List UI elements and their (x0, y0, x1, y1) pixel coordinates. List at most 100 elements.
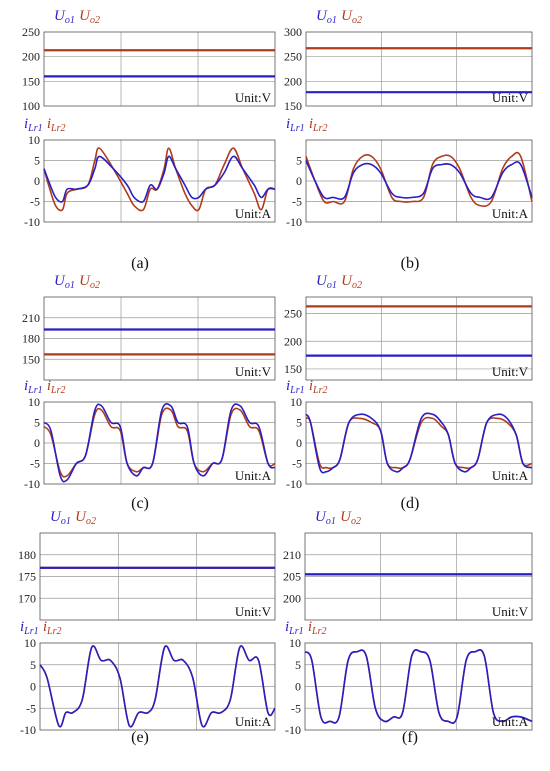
legend-symbol-2: i (47, 116, 51, 132)
unit-label: Unit:V (492, 604, 529, 619)
legend-subscript-2: o2 (351, 516, 361, 527)
legend-symbol-2: i (43, 619, 47, 635)
legend-symbol-1: i (24, 378, 28, 394)
tick-label: 0 (30, 680, 36, 694)
tick-label: -10 (24, 215, 40, 229)
legend-symbol-1: i (285, 619, 289, 635)
panel-caption-b: (b) (401, 255, 420, 272)
tick-label: -5 (292, 457, 302, 471)
legend-symbol-2: U (341, 8, 353, 24)
legend-current-c: iLr1 iLr2 (24, 378, 66, 396)
series-line-0 (305, 160, 533, 201)
legend-symbol-1: i (20, 619, 24, 635)
plot-frame (305, 296, 533, 381)
tick-label: -10 (285, 723, 301, 737)
tick-label: 210 (283, 548, 301, 562)
tick-label: 180 (18, 548, 36, 562)
tick-label: 5 (296, 154, 302, 168)
legend-current-a: iLr1 iLr2 (24, 116, 66, 134)
tick-label: 200 (283, 591, 301, 605)
legend-subscript-1: Lr1 (23, 626, 38, 637)
current-plot-b: -10 -5 0 5 Unit:A (286, 139, 533, 229)
tick-label: 0 (296, 436, 302, 450)
tick-label: 10 (289, 636, 301, 650)
legend-symbol-2: U (75, 509, 87, 525)
series-line-0 (43, 155, 276, 203)
legend-voltage-b: Uo1 Uo2 (316, 8, 362, 26)
legend-symbol-2: i (309, 378, 313, 394)
legend-voltage-a: Uo1 Uo2 (54, 8, 100, 26)
voltage-plot-a: 100 150 200 250 Unit:V (22, 25, 276, 113)
tick-label: -5 (30, 457, 40, 471)
tick-label: 10 (24, 636, 36, 650)
plot-frame (304, 532, 533, 621)
unit-label: Unit:A (235, 714, 272, 729)
plot-frame (39, 532, 276, 621)
unit-label: Unit:A (235, 468, 272, 483)
legend-symbol-2: U (79, 8, 91, 24)
legend-subscript-2: o2 (352, 280, 362, 291)
legend-subscript-2: Lr2 (311, 626, 326, 637)
legend-symbol-1: U (54, 8, 66, 24)
plot-frame (305, 401, 533, 485)
current-plot-c: -10 -5 0 5 10 Unit:A (24, 395, 276, 491)
tick-label: 210 (22, 311, 40, 325)
legend-subscript-1: Lr1 (289, 123, 304, 134)
legend-symbol-2: U (79, 273, 91, 289)
legend-subscript-2: o2 (90, 280, 100, 291)
tick-label: -5 (291, 701, 301, 715)
legend-subscript-2: o2 (86, 516, 96, 527)
unit-label: Unit:A (492, 714, 529, 729)
tick-label: -5 (26, 701, 36, 715)
panel-caption-e: (e) (131, 729, 149, 746)
legend-subscript-1: o1 (326, 516, 336, 527)
current-plot-e: -10 -5 0 5 10 Unit:A (20, 636, 276, 737)
unit-label: Unit:V (235, 604, 272, 619)
voltage-plot-c: 150 180 210 Unit:V (22, 296, 276, 381)
current-plot-a: -10 -5 0 5 10 Unit:A (24, 133, 276, 229)
tick-label: 10 (28, 133, 40, 147)
tick-label: -5 (30, 195, 40, 209)
unit-label: Unit:V (492, 364, 529, 379)
legend-voltage-d: Uo1 Uo2 (316, 273, 362, 291)
legend-voltage-e: Uo1 Uo2 (50, 509, 96, 527)
legend-symbol-1: U (50, 509, 62, 525)
series-line-1 (305, 151, 533, 208)
legend-current-f: iLr1 iLr2 (285, 619, 327, 637)
legend-subscript-1: o1 (327, 15, 337, 26)
unit-label: Unit:A (235, 206, 272, 221)
series-line-0 (39, 645, 276, 728)
legend-current-e: iLr1 iLr2 (20, 619, 62, 637)
plot-frame (39, 642, 276, 731)
unit-label: Unit:V (235, 90, 272, 105)
tick-label: -10 (286, 215, 302, 229)
legend-subscript-2: o2 (90, 15, 100, 26)
legend-symbol-1: i (24, 116, 28, 132)
tick-label: -10 (286, 477, 302, 491)
legend-subscript-2: Lr2 (50, 385, 65, 396)
legend-symbol-2: i (308, 619, 312, 635)
legend-symbol-2: i (309, 116, 313, 132)
unit-label: Unit:V (492, 90, 529, 105)
series-line-0 (305, 412, 533, 474)
legend-symbol-2: U (341, 273, 353, 289)
legend-subscript-1: Lr1 (288, 626, 303, 637)
tick-label: 0 (296, 174, 302, 188)
plot-frame (305, 139, 533, 223)
unit-label: Unit:A (492, 206, 529, 221)
plot-frame (43, 139, 276, 223)
legend-voltage-c: Uo1 Uo2 (54, 273, 100, 291)
series-line-0 (304, 649, 533, 724)
plot-frame (43, 296, 276, 381)
legend-subscript-1: o1 (65, 15, 75, 26)
tick-label: 150 (22, 74, 40, 88)
unit-label: Unit:V (235, 364, 272, 379)
legend-subscript-2: o2 (352, 15, 362, 26)
panel-caption-a: (a) (131, 255, 149, 272)
tick-label: 0 (34, 174, 40, 188)
tick-label: 175 (18, 570, 36, 584)
tick-label: 205 (283, 570, 301, 584)
voltage-plot-e: 170 175 180 Unit:V (18, 532, 276, 621)
legend-subscript-2: Lr2 (50, 123, 65, 134)
